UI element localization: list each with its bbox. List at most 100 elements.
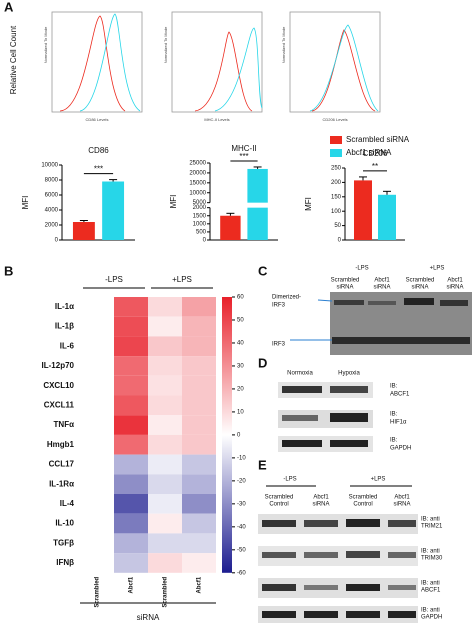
heatmap-cell [80,415,114,435]
row-label: IL-1Rα [49,479,74,488]
heatmap-cell [182,415,216,435]
heatmap-cell [114,316,148,337]
heatmap-cell [148,356,182,376]
y-tick-label: 5000 [193,200,207,206]
colorbar-tick-label: 40 [237,341,244,347]
heatmap-cell [114,553,148,573]
panel-label: A [4,0,14,14]
heatmap-cell [114,513,148,534]
probe-label: IB: [390,384,398,390]
hist-curve [59,15,126,112]
colorbar-tick-label: 10 [237,409,244,415]
y-tick-label: 2000 [45,223,59,229]
lane-label: Scrambled [406,278,435,284]
blot-d [278,382,373,452]
lane-label: siRNA [411,285,428,291]
probe-label: ABCF1 [390,392,410,398]
blot-e [258,514,418,623]
lane-label: siRNA [393,502,410,508]
band [440,300,468,306]
colorbar-tick-label: -20 [237,478,246,484]
probe-label: IB: anti [421,549,440,555]
bar [247,168,268,203]
lane-label: Control [269,502,288,508]
group-label: -LPS [355,266,368,272]
condition-label: Normoxia [287,371,313,377]
heatmap-cell [182,533,216,554]
panel-label: C [258,263,268,278]
colorbar [222,297,232,573]
panel-label: B [4,263,13,278]
lane-label: Abcf1 [394,495,410,501]
legend-label: Abcf1 siRNA [346,148,392,157]
band [334,300,364,305]
lane-label: Abcf1 [313,495,329,501]
row-label: IL-12p70 [42,361,75,370]
colorbar-tick-label: -50 [237,547,246,553]
colorbar-tick-label: 0 [237,432,241,438]
heatmap-cell [148,494,182,514]
y-tick-label: 1500 [193,213,207,219]
band [404,298,434,305]
heatmap-cell [148,533,182,554]
y-tick-label: 6000 [45,193,59,199]
heatmap-cell [182,356,216,376]
bar [354,180,372,240]
row-label: IL-1α [55,302,74,311]
row-label: TGFβ [53,538,74,547]
y-tick-label: 50 [334,223,341,229]
heatmap-cell [148,474,182,494]
hist-curve [311,29,376,112]
bar [220,215,241,240]
heatmap-cell [80,316,114,337]
hist-x-label: CD86 Levels [86,117,109,122]
probe-label: GAPDH [421,615,442,621]
probe-label: IB: [390,412,398,418]
heatmap-cell [148,316,182,337]
row-label: IL-10 [55,519,74,528]
heatmap-cell [114,297,148,317]
condition-label: Hypoxia [338,371,360,377]
arrow [317,299,333,302]
lane-label: siRNA [336,285,353,291]
row-label: IL-1β [55,322,74,331]
histograms [51,11,381,113]
band [332,337,470,344]
probe-label: IB: [390,438,398,444]
heatmap-cell [80,553,114,573]
hist-frame [289,11,381,113]
colorbar-tick-label: 50 [237,318,244,324]
heatmap-cell [182,494,216,514]
heatmap-cell [182,375,216,396]
bar [247,207,268,240]
band-label: IRF3 [272,342,286,348]
heatmap-cell [182,395,216,416]
y-tick-label: 250 [331,166,342,172]
colorbar-tick-label: -40 [237,524,246,530]
heatmap-cell [114,474,148,494]
y-tick-label: 20000 [189,170,206,176]
heatmap-cell [148,553,182,573]
heatmap-cell [114,454,148,475]
y-tick-label: 150 [331,194,342,200]
significance: *** [239,152,248,161]
heatmap-cell [148,434,182,455]
heatmap-cell [114,336,148,357]
y-axis-label: Relative Cell Count [9,25,18,94]
hist-x-label: MHC-II Levels [204,117,229,122]
group-label: +LPS [371,477,386,483]
hist-frame [51,11,143,113]
heatmap-cell [182,553,216,573]
band-label: Dimerized- [272,295,301,301]
probe-label: IB: anti [421,581,440,587]
legend-swatch [330,149,342,157]
row-label: CXCL10 [43,381,74,390]
heatmap-cell [114,356,148,376]
heatmap-cell [148,297,182,317]
hist-x-label: CD206 Levels [322,117,347,122]
chart-title: MHC-II [231,144,256,153]
y-tick-label: 8000 [45,178,59,184]
y-axis-label: MFI [21,196,30,210]
heatmap-cell [80,494,114,514]
heatmap-cell [114,375,148,396]
